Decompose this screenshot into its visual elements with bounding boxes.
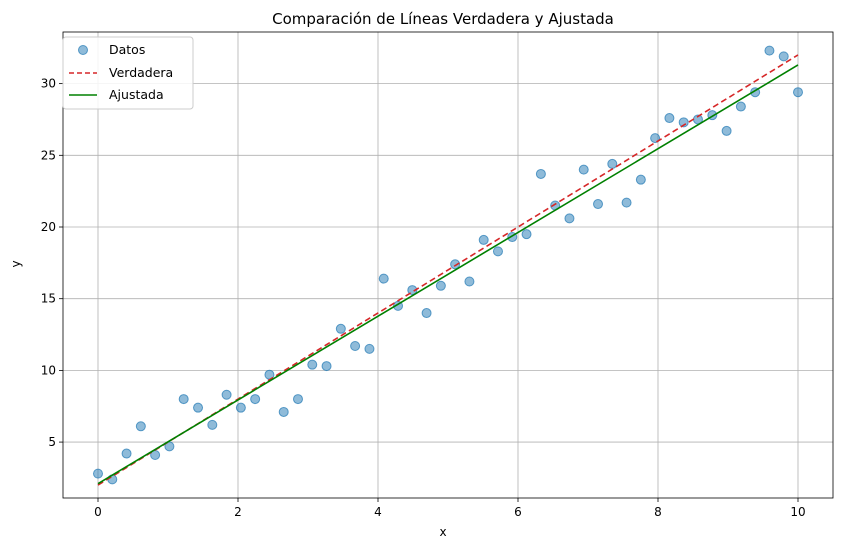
data-point [478,234,489,245]
y-tick-label: 25 [41,148,56,162]
y-tick-label: 30 [41,77,56,91]
data-point [435,280,446,291]
data-point [378,273,389,284]
data-point [607,158,618,169]
data-point [93,468,103,479]
data-point [535,168,546,179]
data-point [364,343,375,354]
data-point [593,199,604,210]
fitted-line [97,64,799,485]
data-point [793,87,803,98]
data-point [578,164,589,175]
data-point [450,259,461,270]
data-point [207,419,218,430]
data-point [621,197,632,208]
data-point [221,389,232,400]
x-tick-label: 4 [374,505,382,519]
y-tick-label: 20 [41,220,56,234]
data-point [564,213,575,224]
data-point [350,341,361,352]
data-point [764,45,775,56]
data-point [178,394,189,405]
data-point [278,406,289,417]
data-point [464,276,475,287]
data-point [250,394,261,405]
data-point [721,125,732,136]
legend-marker-datos [78,45,88,55]
data-point [135,421,146,432]
x-tick-label: 10 [790,505,805,519]
y-tick-label: 5 [48,435,56,449]
data-point [735,101,746,112]
data-point [307,359,318,370]
data-point [335,323,346,334]
data-point [521,229,532,240]
data-point [492,246,503,257]
data-point [292,394,303,405]
x-tick-label: 6 [514,505,522,519]
data-point [650,133,661,144]
legend-label-verdadera: Verdadera [109,65,173,80]
x-tick-label: 2 [234,505,242,519]
data-point [121,448,132,459]
x-tick-label: 8 [654,505,662,519]
data-point [235,402,246,413]
y-tick-label: 10 [41,363,56,377]
x-axis-ticks: 0 2 4 6 8 10 [94,498,806,519]
plot-frame [62,31,834,499]
x-axis-label: x [439,525,446,539]
data-point [635,174,646,185]
y-tick-label: 15 [41,292,56,306]
chart-title: Comparación de Líneas Verdadera y Ajusta… [272,10,614,28]
legend-label-ajustada: Ajustada [109,87,164,102]
y-axis-ticks: 5 10 15 20 25 30 [41,77,63,449]
legend: Datos Verdadera Ajustada [62,36,194,110]
legend-label-datos: Datos [109,42,145,57]
y-axis-label: y [9,260,23,267]
x-tick-label: 0 [94,505,102,519]
data-point [321,361,332,372]
legend-box [62,36,194,110]
data-point [778,51,789,62]
series-layer [93,45,803,486]
data-point [421,308,432,319]
data-point [664,113,675,124]
data-point [193,402,204,413]
